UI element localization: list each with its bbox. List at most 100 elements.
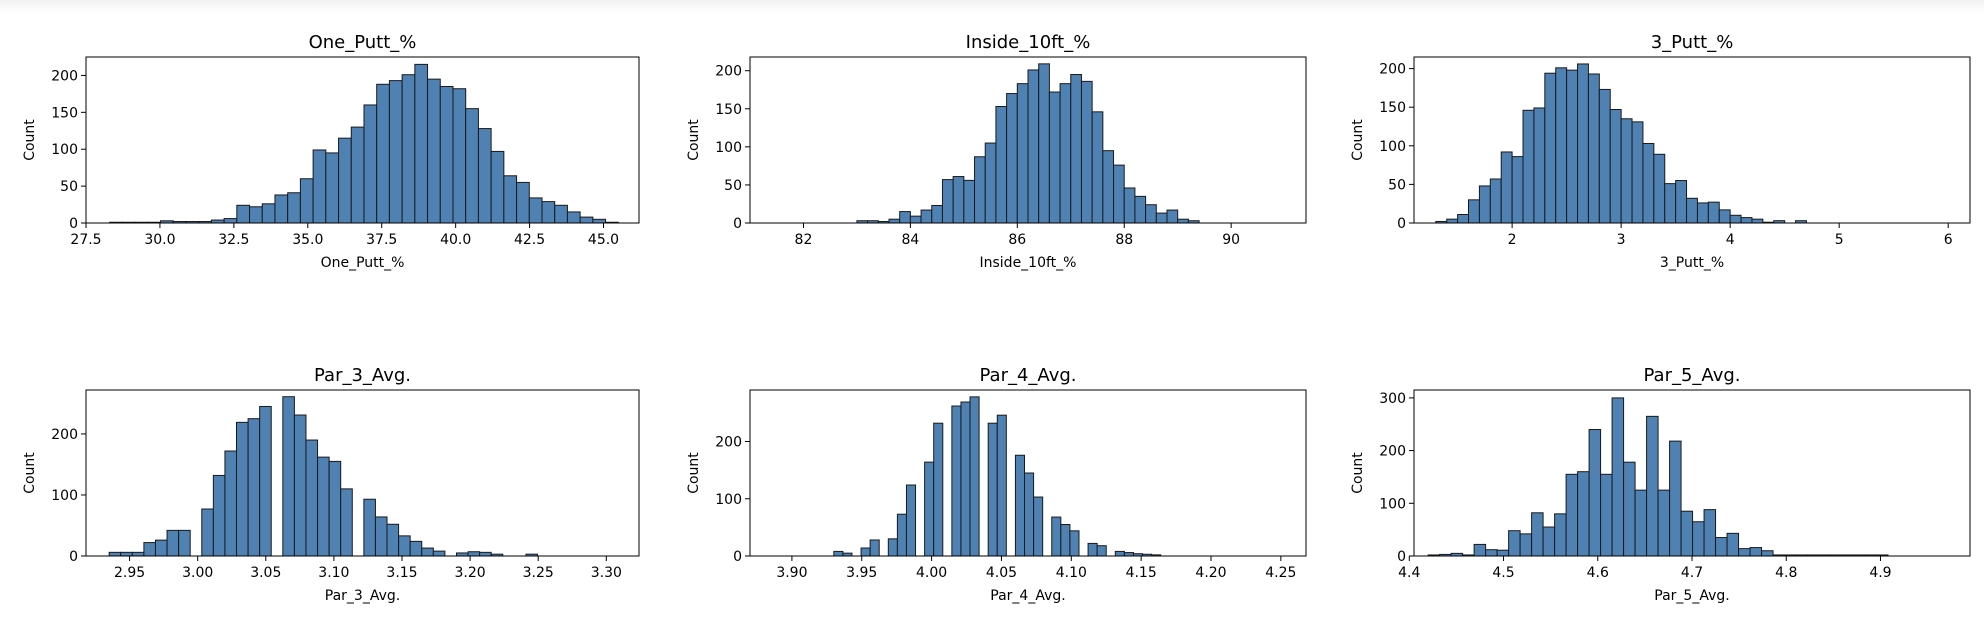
panel-title: Par_3_Avg. (314, 365, 411, 386)
x-tick-label: 3.30 (591, 565, 622, 581)
histogram-bar (1761, 550, 1774, 557)
histogram-panel-4: 2.95 3.00 3.05 3.10 3.15 3.20 3.25 3.30 0 100 200 P… (22, 365, 640, 604)
histogram-bar (920, 209, 933, 224)
histogram-bar (439, 86, 454, 224)
histogram-bar (592, 218, 607, 224)
x-tick-label: 4.5 (1492, 565, 1514, 581)
histogram-bar (1664, 183, 1677, 224)
histogram-bar (1653, 153, 1666, 224)
x-tick-label: 2.95 (114, 565, 145, 581)
y-axis-label: Count (22, 452, 38, 494)
y-tick-label: 200 (1379, 62, 1406, 78)
histogram-bar (1598, 88, 1611, 224)
histogram-bar (1485, 549, 1498, 557)
histogram-bar (1611, 397, 1625, 557)
histogram-bar (1533, 107, 1546, 224)
histogram-bar (386, 523, 400, 557)
histogram-bar (951, 405, 962, 557)
histogram-bar (1751, 218, 1764, 224)
window-top-shadow (0, 0, 1984, 14)
histogram-bar (995, 105, 1008, 224)
x-tick-label: 4.05 (986, 565, 1017, 581)
histogram-bar (1642, 142, 1655, 224)
histogram-bar (1096, 545, 1107, 557)
x-tick-label: 40.0 (440, 232, 471, 248)
histogram-bar (340, 488, 353, 557)
histogram-bar (1508, 530, 1521, 557)
histogram-bar (1123, 552, 1134, 557)
histogram-bar (166, 529, 180, 557)
histogram-bar (974, 156, 986, 224)
histogram-bar (1113, 164, 1125, 224)
y-tick-label: 50 (1388, 177, 1406, 193)
histogram-bar (969, 396, 980, 557)
y-axis-label: Count (1350, 452, 1366, 494)
axes-frame (1413, 56, 1971, 224)
histogram-bar (1729, 214, 1742, 224)
histogram-bar (1051, 516, 1062, 557)
histogram-bar (224, 450, 238, 557)
histogram-bar (1038, 63, 1050, 224)
x-axis-label: Par_3_Avg. (325, 588, 400, 604)
histogram-bar (421, 547, 434, 557)
axes-frame (85, 56, 640, 224)
x-tick-label: 4.10 (1056, 565, 1087, 581)
histogram-bar (249, 206, 263, 224)
histogram-bar (1145, 204, 1157, 224)
x-tick-label: 4.7 (1681, 565, 1703, 581)
histogram-bar (924, 461, 935, 557)
x-tick-label: 2 (1508, 232, 1517, 248)
histogram-bar (131, 551, 145, 557)
histogram-bar (398, 535, 411, 557)
axes-frame (749, 56, 1307, 224)
histogram-bar (1446, 218, 1459, 224)
histogram-panel-6: 4.4 4.5 4.6 4.7 4.8 4.9 0 100 200 300 Par_5_Avg. Pa… (1350, 365, 1971, 604)
histogram-bar (427, 78, 441, 224)
histogram-bar (409, 540, 423, 557)
histogram-bar (1718, 209, 1731, 224)
histogram-bar (350, 126, 365, 224)
x-tick-label: 3.95 (846, 565, 877, 581)
histogram-bar (860, 547, 871, 557)
x-tick-label: 45.0 (588, 232, 619, 248)
histogram-bar (960, 401, 971, 557)
histogram-bar (1749, 547, 1763, 557)
histogram-bar (236, 204, 251, 224)
histogram-bar (1511, 156, 1524, 224)
histogram-bar (1646, 415, 1659, 557)
histogram-bar (1544, 72, 1557, 224)
histogram-bar (236, 421, 249, 557)
y-tick-label: 0 (733, 216, 742, 232)
histogram-bar (143, 542, 156, 557)
histogram-bar (1703, 509, 1717, 557)
panel-title: 3_Putt_% (1651, 32, 1734, 53)
histogram-bar (312, 149, 327, 224)
histogram-bar (1059, 83, 1072, 224)
histogram-panel-5: 3.90 3.95 4.00 4.05 4.10 4.15 4.20 4.25 0 100 200 P… (686, 365, 1307, 604)
histogram-bar (479, 551, 492, 557)
histogram-bar (1522, 109, 1535, 224)
panel-title: Par_5_Avg. (1644, 365, 1741, 386)
histogram-bar (201, 508, 214, 557)
histogram-bar (1048, 91, 1061, 224)
x-tick-label: 82 (795, 232, 813, 248)
histogram-bar (154, 539, 168, 557)
histogram-bar (363, 104, 378, 224)
histogram-bar (987, 422, 998, 557)
histogram-bar (1114, 550, 1125, 557)
x-tick-label: 86 (1008, 232, 1026, 248)
axes-frame (749, 389, 1307, 557)
histogram-bar (1696, 202, 1709, 224)
histogram-bar (338, 137, 352, 224)
histogram-bar (1726, 532, 1740, 557)
y-tick-label: 0 (69, 549, 78, 565)
histogram-bar (1577, 471, 1590, 557)
y-tick-label: 150 (1379, 100, 1406, 116)
y-axis-label: Count (1350, 119, 1366, 161)
histogram-bar (261, 203, 276, 224)
histogram-bar (1087, 542, 1098, 557)
y-tick-label: 100 (1379, 139, 1406, 155)
y-tick-label: 0 (1397, 549, 1406, 565)
histogram-bar (1600, 473, 1613, 557)
